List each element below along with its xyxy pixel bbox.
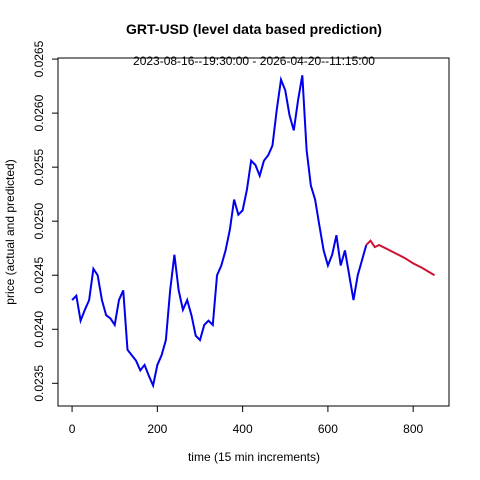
- y-tick-label: 0.0245: [32, 257, 46, 294]
- x-tick-label: 0: [69, 422, 76, 436]
- series-line: [365, 239, 436, 277]
- y-tick-label: 0.0265: [32, 40, 46, 77]
- chart-title: GRT-USD (level data based prediction): [126, 21, 382, 37]
- y-axis-label: price (actual and predicted): [3, 159, 17, 304]
- series-line: [71, 75, 368, 389]
- y-tick-label: 0.0235: [32, 365, 46, 402]
- y-tick-label: 0.0260: [32, 94, 46, 131]
- x-tick-label: 600: [318, 422, 338, 436]
- chart-subtitle: 2023-08-16--19:30:00 - 2026-04-20--11:15…: [133, 54, 375, 68]
- x-axis-label: time (15 min increments): [188, 450, 320, 464]
- y-tick-label: 0.0250: [32, 203, 46, 240]
- x-tick-label: 400: [233, 422, 253, 436]
- x-tick-label: 200: [147, 422, 167, 436]
- plot-box: [57, 57, 450, 407]
- y-tick-label: 0.0255: [32, 148, 46, 185]
- y-tick-label: 0.0240: [32, 311, 46, 348]
- x-tick-label: 800: [403, 422, 423, 436]
